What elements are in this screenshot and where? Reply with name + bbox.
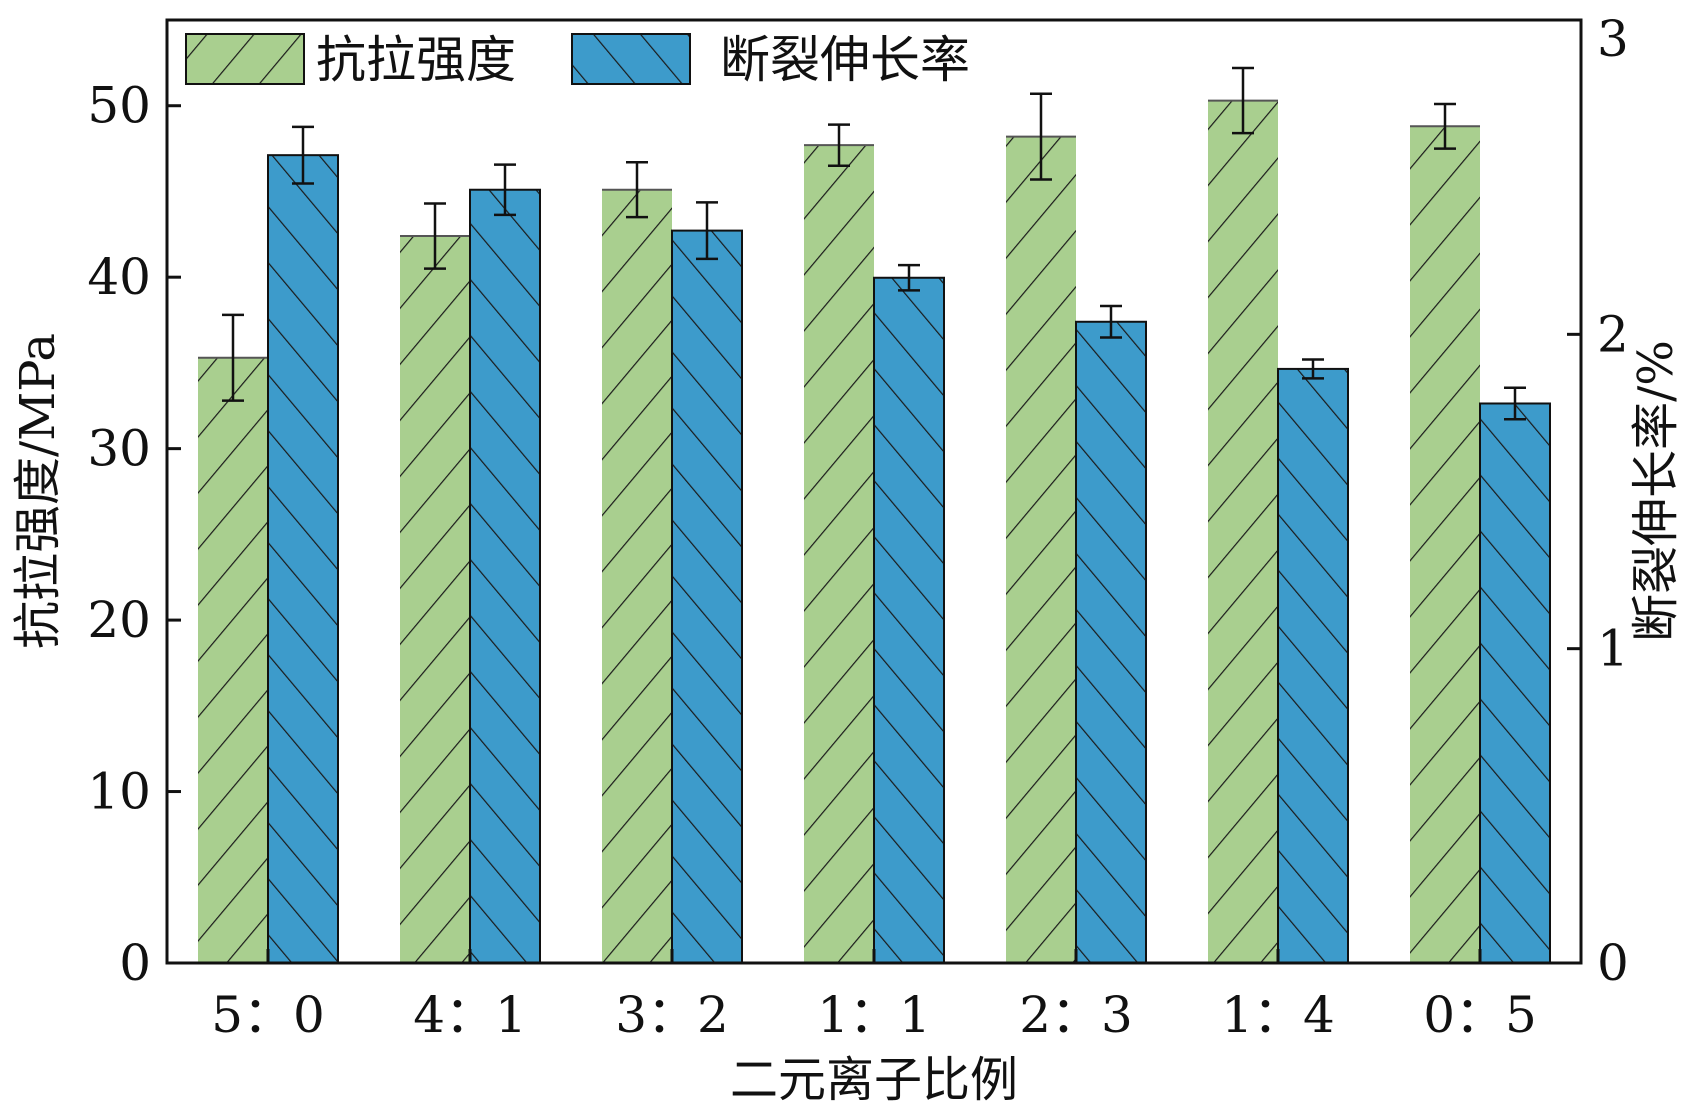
x-tick-label: 4：1 — [413, 986, 527, 1044]
x-tick-label: 1：4 — [1221, 986, 1335, 1044]
bars-layer — [198, 99, 1551, 965]
bar-tensile-strength — [198, 357, 268, 963]
y-axis-title-left: 抗拉强度/MPa — [10, 333, 66, 649]
ticks-layer: 5：0 4：1 3：2 1：1 2：3 1：4 0：5 0 10 20 30 40 50 0 1 2 3 — [87, 10, 1628, 1044]
y-tick-label-left: 40 — [87, 248, 151, 306]
bar-tensile-strength — [1006, 136, 1076, 963]
legend-swatch-elongation — [571, 33, 691, 85]
bar-tensile-strength — [1208, 100, 1278, 964]
bar-elongation — [671, 229, 743, 964]
bar-elongation — [1075, 320, 1147, 964]
legend-swatch-tensile-strength — [185, 33, 305, 85]
y-tick-label-left: 30 — [87, 420, 151, 478]
x-tick-label: 2：3 — [1019, 986, 1133, 1044]
x-tick-label: 1：1 — [817, 986, 931, 1044]
bar-tensile-strength — [602, 189, 672, 964]
y-axis-title-right: 断裂伸长率/% — [1628, 340, 1684, 642]
legend: 抗拉强度 断裂伸长率 — [185, 31, 970, 89]
x-tick-label: 0：5 — [1423, 986, 1537, 1044]
y-tick-label-right: 3 — [1597, 10, 1629, 68]
y-tick-label-right: 0 — [1597, 934, 1629, 992]
y-tick-label-left: 50 — [87, 77, 151, 135]
legend-label-elongation: 断裂伸长率 — [720, 31, 970, 89]
legend-label-tensile-strength: 抗拉强度 — [316, 31, 516, 89]
y-tick-label-right: 2 — [1597, 305, 1629, 363]
bar-elongation — [267, 154, 339, 964]
y-tick-label-left: 20 — [87, 591, 151, 649]
y-tick-label-right: 1 — [1597, 620, 1629, 678]
bar-elongation — [1479, 402, 1551, 964]
x-tick-label: 3：2 — [615, 986, 729, 1044]
y-tick-label-left: 0 — [119, 934, 151, 992]
bar-elongation — [469, 188, 541, 965]
bar-elongation — [1277, 367, 1349, 965]
bar-elongation — [873, 276, 945, 964]
bar-tensile-strength — [1410, 126, 1480, 963]
x-tick-label: 5：0 — [211, 986, 325, 1044]
bar-tensile-strength — [400, 236, 470, 964]
bar-tensile-strength — [804, 145, 874, 964]
error-bars-layer — [222, 66, 1526, 421]
y-tick-label-left: 10 — [87, 763, 151, 821]
x-axis-title: 二元离子比例 — [730, 1052, 1018, 1108]
